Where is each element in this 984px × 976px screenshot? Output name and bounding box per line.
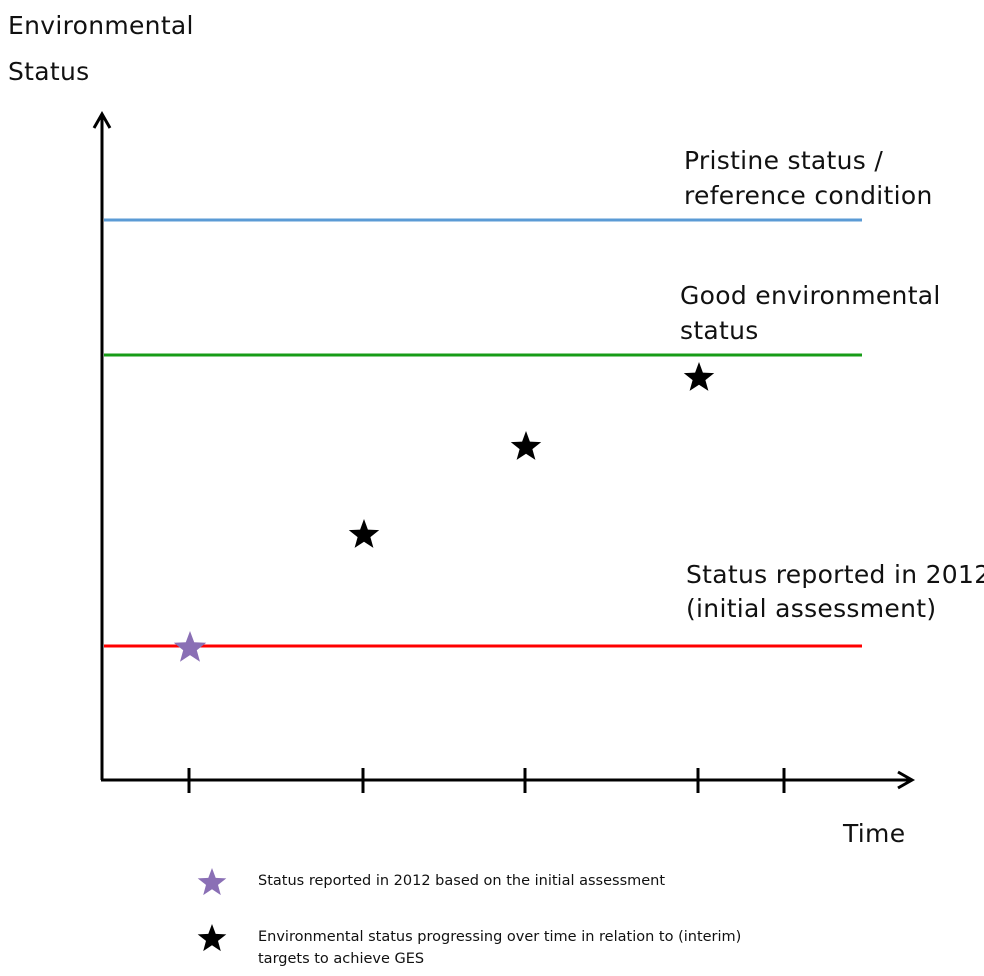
reported-status-label-line1: Status reported in 2012 xyxy=(686,560,984,589)
y-axis-label-line2: Status xyxy=(8,57,90,86)
legend-progress-star-icon xyxy=(197,924,227,952)
progress-star-icon xyxy=(510,431,542,460)
legend-progress-text-line2: targets to achieve GES xyxy=(258,951,425,967)
x-axis-arrowhead xyxy=(897,770,916,790)
good-status-label-line2: status xyxy=(680,316,759,345)
progress-star-icon xyxy=(683,362,715,391)
good-status-label-line1: Good environmental xyxy=(680,281,941,310)
y-axis-arrowhead xyxy=(92,110,112,129)
legend-progress-text-line1: Environmental status progressing over ti… xyxy=(258,929,742,945)
progress-star-icon xyxy=(348,519,380,548)
legend-initial-star-icon xyxy=(197,868,227,896)
pristine-label-line2: reference condition xyxy=(684,181,933,210)
reported-status-label-line2: (initial assessment) xyxy=(686,594,937,623)
x-axis-label: Time xyxy=(843,819,906,848)
pristine-label-line1: Pristine status / xyxy=(684,146,884,175)
legend-initial-text: Status reported in 2012 based on the ini… xyxy=(258,873,666,889)
initial-status-star-icon xyxy=(173,631,207,662)
y-axis-label-line1: Environmental xyxy=(8,11,194,40)
